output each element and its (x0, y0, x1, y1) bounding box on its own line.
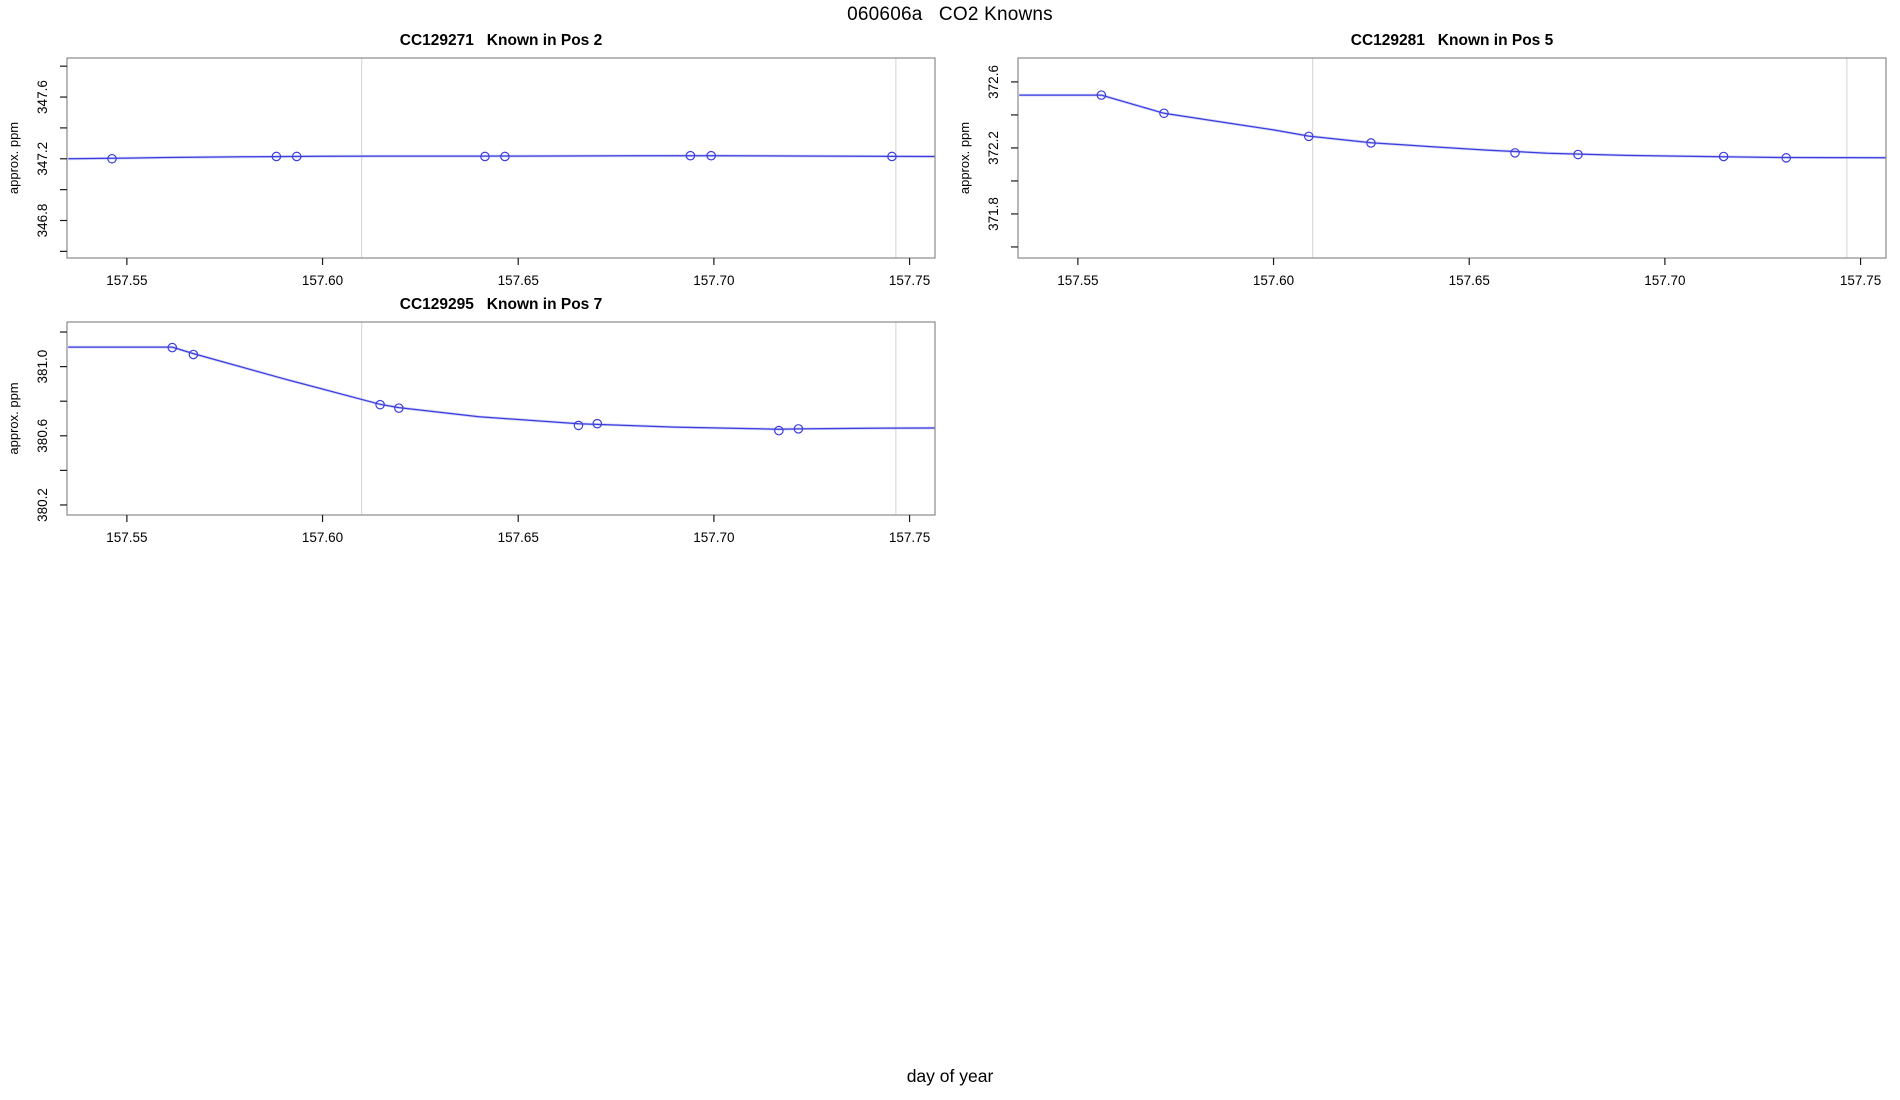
data-point-marker (1159, 108, 1169, 119)
y-tick-label: 381.0 (35, 350, 50, 384)
data-point-marker (1510, 148, 1520, 158)
data-point-marker (793, 424, 804, 434)
x-tick-label: 157.55 (106, 530, 147, 545)
fit-line (68, 346, 936, 430)
data-point-marker (394, 403, 404, 413)
x-tick-label: 157.65 (1449, 273, 1490, 288)
x-tick-label: 157.70 (693, 530, 734, 545)
figure-title: 060606a CO2 Knowns (847, 4, 1053, 25)
data-point-marker (271, 151, 282, 162)
data-point-marker (167, 342, 178, 353)
data-point-marker (1366, 138, 1376, 148)
data-point-marker (188, 349, 199, 360)
x-tick-label: 157.75 (889, 530, 930, 545)
plot-box (1017, 57, 1887, 259)
x-tick-label: 157.55 (106, 273, 147, 288)
x-axis-figure-label: day of year (906, 1066, 994, 1086)
data-point-marker (107, 153, 117, 164)
x-tick-label: 157.70 (1644, 273, 1685, 288)
data-point-marker (291, 151, 302, 162)
data-point-marker (375, 399, 385, 410)
fit-line (68, 155, 936, 160)
x-tick-label: 157.65 (498, 273, 539, 288)
data-point-marker (592, 418, 603, 429)
panel-title-cc129295: CC129295 Known in Pos 7 (399, 296, 603, 313)
x-tick-label: 157.55 (1057, 273, 1098, 288)
x-tick-label: 157.70 (693, 273, 734, 288)
fit-line (1019, 94, 1887, 159)
panel-title-cc129271: CC129271 Known in Pos 2 (399, 32, 603, 49)
x-tick-label: 157.75 (1840, 273, 1881, 288)
data-point-marker (706, 150, 716, 161)
data-point-marker (774, 425, 784, 436)
y-tick-label: 380.6 (35, 419, 50, 453)
fit-line-halo (68, 345, 936, 431)
data-point-marker (1718, 151, 1729, 162)
x-tick-label: 157.60 (1253, 273, 1294, 288)
y-tick-label: 346.8 (35, 204, 50, 238)
y-tick-label: 371.8 (986, 197, 1001, 231)
y-axis-label: approx. ppm (6, 122, 21, 194)
data-point-marker (500, 151, 510, 162)
data-point-marker (1096, 90, 1107, 100)
data-point-marker (573, 420, 584, 431)
x-tick-label: 157.75 (889, 273, 930, 288)
data-point-marker (685, 150, 696, 161)
data-point-marker (887, 151, 897, 162)
plot-box (66, 57, 936, 259)
y-tick-label: 380.2 (35, 488, 50, 522)
y-tick-label: 372.6 (986, 65, 1001, 99)
panel-title-cc129281: CC129281 Known in Pos 5 (1350, 32, 1554, 49)
data-point-marker (480, 151, 490, 162)
y-axis-label: approx. ppm (6, 382, 21, 454)
data-point-marker (1573, 149, 1583, 160)
y-tick-label: 347.2 (35, 142, 50, 176)
y-tick-label: 372.2 (986, 131, 1001, 165)
y-axis-label: approx. ppm (957, 122, 972, 194)
data-point-marker (1303, 131, 1314, 142)
x-tick-label: 157.65 (498, 530, 539, 545)
x-tick-label: 157.60 (302, 273, 343, 288)
x-tick-label: 157.60 (302, 530, 343, 545)
plot-box (66, 321, 936, 516)
data-point-marker (1781, 153, 1792, 163)
y-tick-label: 347.6 (35, 80, 50, 114)
